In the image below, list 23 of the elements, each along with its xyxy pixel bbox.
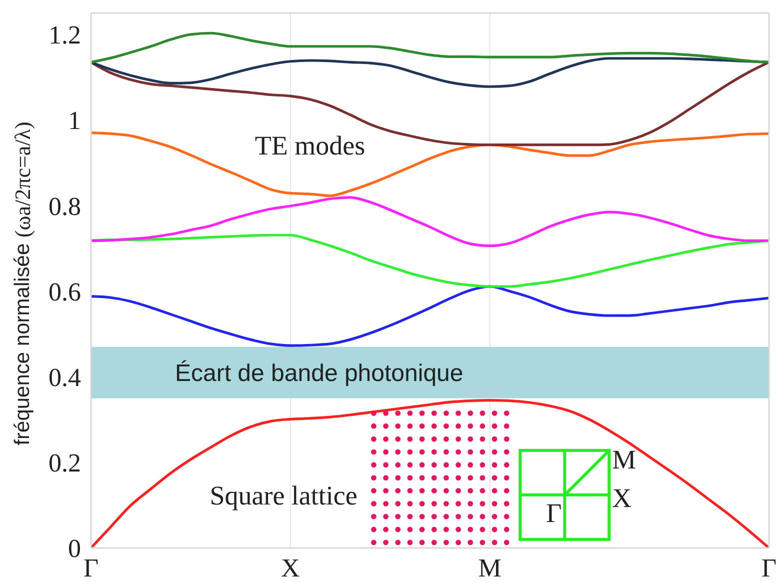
- line-series: [91, 132, 769, 198]
- line-series: [91, 32, 769, 64]
- y-tick-label: 0.2: [48, 448, 81, 478]
- line-series: [91, 285, 769, 347]
- x-tick-label: Γ: [83, 553, 99, 582]
- y-axis-title: fréquence normalisée (ωa/2πc=a/λ): [10, 122, 34, 446]
- y-tick-label: 1.2: [48, 20, 81, 50]
- annotation: Square lattice: [210, 480, 358, 510]
- band-label: Écart de bande photonique: [175, 360, 464, 388]
- y-tick-label: 0.6: [48, 277, 81, 306]
- y-tick-label: 1: [68, 106, 81, 136]
- annotation: X: [612, 482, 632, 513]
- y-tick-label: 0: [68, 534, 81, 564]
- x-tick-label: Γ: [761, 553, 777, 582]
- annotation: TE modes: [254, 130, 366, 161]
- line-series: [91, 234, 769, 288]
- y-tick-label: 0.8: [48, 192, 81, 221]
- line-series: [91, 196, 769, 248]
- x-tick-label: M: [478, 553, 502, 582]
- annotation: M: [612, 444, 636, 474]
- annotation: Γ: [546, 498, 562, 528]
- y-tick-label: 0.4: [48, 363, 81, 392]
- x-tick-label: X: [281, 553, 300, 582]
